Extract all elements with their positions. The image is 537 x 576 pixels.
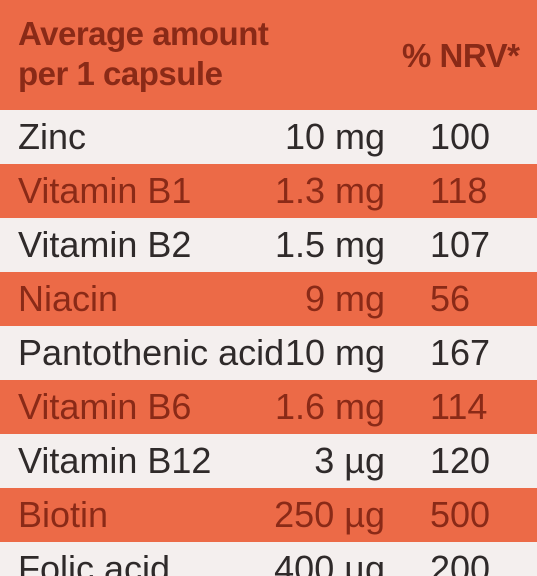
nutrient-amount: 3 µg <box>314 440 385 481</box>
nutrient-amount: 1.3 mg <box>274 170 385 211</box>
nutrient-table: Zinc 10 mg 100 Vitamin B1 1.3 mg 118 Vit… <box>0 110 537 576</box>
nutrient-nrv: 100 <box>430 116 491 157</box>
table-row: Vitamin B1 1.3 mg 118 <box>0 164 537 218</box>
nutrient-name: Vitamin B6 <box>18 386 192 427</box>
nutrient-name: Niacin <box>18 278 119 319</box>
nutrient-nrv: 120 <box>430 440 491 481</box>
nutrient-amount: 250 µg <box>274 494 385 535</box>
nutrient-nrv: 500 <box>430 494 491 535</box>
nutrient-name: Biotin <box>18 494 109 535</box>
table-row: Vitamin B6 1.6 mg 114 <box>0 380 537 434</box>
nutrient-amount: 1.6 mg <box>274 386 385 427</box>
nutrient-nrv: 114 <box>430 386 488 427</box>
table-row: Niacin 9 mg 56 <box>0 272 537 326</box>
nutrient-nrv: 107 <box>430 224 491 265</box>
nutrient-nrv: 200 <box>430 548 491 576</box>
nutrient-name: Vitamin B2 <box>18 224 192 265</box>
table-header: Average amount per 1 capsule % NRV* <box>0 0 537 108</box>
nutrient-amount: 9 mg <box>304 278 385 319</box>
table-row: Vitamin B12 3 µg 120 <box>0 434 537 488</box>
nutrient-name: Vitamin B1 <box>18 170 192 211</box>
nutrient-name: Vitamin B12 <box>18 440 212 481</box>
nutrient-nrv: 167 <box>430 332 491 373</box>
header-title-line2: per 1 capsule <box>18 55 223 92</box>
header-title-line1: Average amount <box>18 15 269 52</box>
table-row: Folic acid 400 µg 200 <box>0 542 537 576</box>
table-row: Biotin 250 µg 500 <box>0 488 537 542</box>
table-row: Zinc 10 mg 100 <box>0 110 537 164</box>
table-row: Pantothenic acid 10 mg 167 <box>0 326 537 380</box>
header-title: Average amount per 1 capsule <box>18 14 269 94</box>
nutrient-amount: 10 mg <box>284 332 385 373</box>
nutrient-nrv: 56 <box>430 278 471 319</box>
nutrient-amount: 400 µg <box>274 548 385 576</box>
table-row: Vitamin B2 1.5 mg 107 <box>0 218 537 272</box>
nutrient-nrv: 118 <box>430 170 488 211</box>
nutrient-name: Zinc <box>18 116 87 157</box>
nutrient-name: Folic acid <box>18 548 171 576</box>
nutrient-name: Pantothenic acid <box>18 332 285 373</box>
nutrient-amount: 1.5 mg <box>274 224 385 265</box>
nutrient-amount: 10 mg <box>284 116 385 157</box>
header-nrv-label: % NRV* <box>402 37 520 74</box>
